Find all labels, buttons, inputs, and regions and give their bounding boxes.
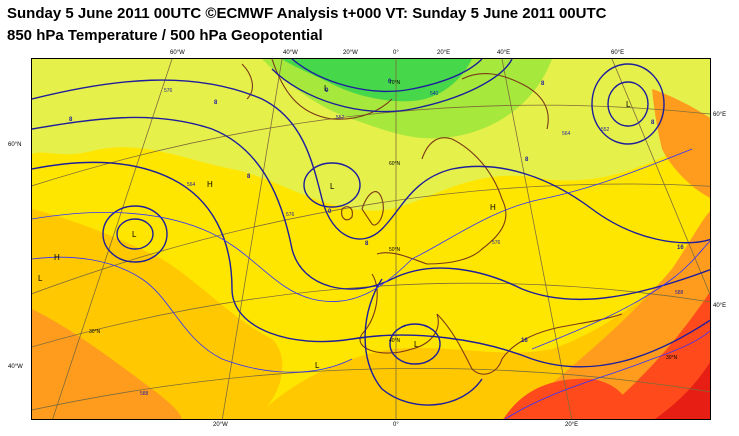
inner-lat-labels: 70°N 60°N 50°N 40°N 30°N 30°N [89, 80, 678, 361]
lon-label-0-bottom: 0° [393, 422, 399, 428]
iso-label-10: 16 [521, 338, 528, 344]
geo-label-2: 552 [336, 115, 345, 121]
geo-label-5: 564 [187, 182, 196, 188]
geopotential-labels: 576 552 540 552 564 588 576 576 564 588 [140, 88, 684, 397]
iso-label-6: 8 [541, 81, 545, 87]
lat-label-right-60e: 60°E [713, 112, 727, 118]
lon-label-40e-top: 40°E [497, 50, 511, 56]
geo-label-9: 564 [562, 131, 571, 137]
lon-label-20e-top: 20°E [437, 50, 451, 56]
lat-label-30n-west: 30°N [89, 329, 101, 335]
isotherm-labels: 8 8 0 0 8 8 8 8 16 16 8 0 [69, 79, 684, 344]
iso-label-9: 16 [677, 245, 684, 251]
iso-label-5: 8 [247, 174, 251, 180]
chart-title: Sunday 5 June 2011 00UTC ©ECMWF Analysis… [7, 5, 607, 22]
temp-field-very-cold [282, 59, 472, 102]
low-contour-iberia [389, 323, 441, 365]
temp-field-very-hot [654, 362, 710, 419]
lat-label-right-40e: 40°E [713, 303, 727, 309]
lat-label-60n: 60°N [389, 161, 401, 167]
iso-label-8: 8 [525, 157, 529, 163]
iso-label-7: 8 [651, 120, 655, 126]
centre-label-l5: L [414, 340, 419, 349]
lon-label-60w-top: 60°W [170, 50, 185, 56]
low-contour-west-inner [116, 218, 154, 250]
geo-label-4: 552 [601, 127, 610, 133]
lat-label-30n-east: 30°N [666, 355, 678, 361]
centre-label-h3: H [54, 253, 60, 262]
centre-label-h2: H [490, 203, 496, 212]
coastlines [241, 59, 623, 375]
lat-label-left-40w: 40°W [8, 364, 23, 370]
lat-label-70n: 70°N [389, 80, 401, 86]
geo-label-6: 588 [140, 391, 149, 397]
iso-label-3: 0 [325, 88, 329, 94]
geopotential-contours [32, 59, 710, 406]
lon-label-60e-top: 60°E [611, 50, 625, 56]
lat-label-40n: 40°N [389, 338, 401, 344]
centre-label-l4: L [38, 274, 43, 283]
low-contour-north [303, 162, 361, 208]
temp-field-cold-east [572, 76, 663, 165]
lat-label-left-60n: 60°N [8, 142, 22, 148]
low-contour-northeast [591, 63, 665, 145]
low-contour-west [102, 205, 168, 263]
low-contour-northeast-inner [607, 81, 649, 127]
iso-label-4: 0 [328, 209, 332, 215]
lon-label-20w-bottom: 20°W [213, 422, 228, 428]
geo-label-1: 576 [164, 88, 173, 94]
lon-label-0-top: 0° [393, 50, 399, 56]
temp-field-cool [32, 59, 710, 211]
temp-field-warmer-top-east [652, 89, 710, 198]
lat-label-50n: 50°N [389, 247, 401, 253]
isotherms [32, 148, 710, 419]
lon-label-20e-bottom: 20°E [565, 422, 579, 428]
centre-label-l1: L [132, 230, 137, 239]
geo-label-10: 588 [675, 290, 684, 296]
pressure-centres: L L L L L L H H H L [38, 84, 631, 370]
iso-label-11: 8 [365, 241, 369, 247]
centre-label-l2: L [330, 182, 335, 191]
iso-label-1: 8 [69, 117, 73, 123]
centre-label-h1: H [207, 180, 213, 189]
lon-label-40w-top: 40°W [283, 50, 298, 56]
centre-label-l6: L [315, 361, 320, 370]
geo-label-3: 540 [430, 91, 439, 97]
geo-label-7: 576 [286, 212, 295, 218]
centre-label-l7: L [324, 84, 329, 93]
iso-label-2: 8 [214, 100, 218, 106]
weather-map: L L L L L L H H H L 576 552 540 552 564 … [31, 58, 711, 420]
centre-label-l3: L [626, 100, 631, 109]
geo-label-8: 576 [492, 240, 501, 246]
iso-label-12: 0 [388, 79, 392, 85]
lon-label-20w-top: 20°W [343, 50, 358, 56]
chart-subtitle: 850 hPa Temperature / 500 hPa Geopotenti… [7, 27, 323, 44]
